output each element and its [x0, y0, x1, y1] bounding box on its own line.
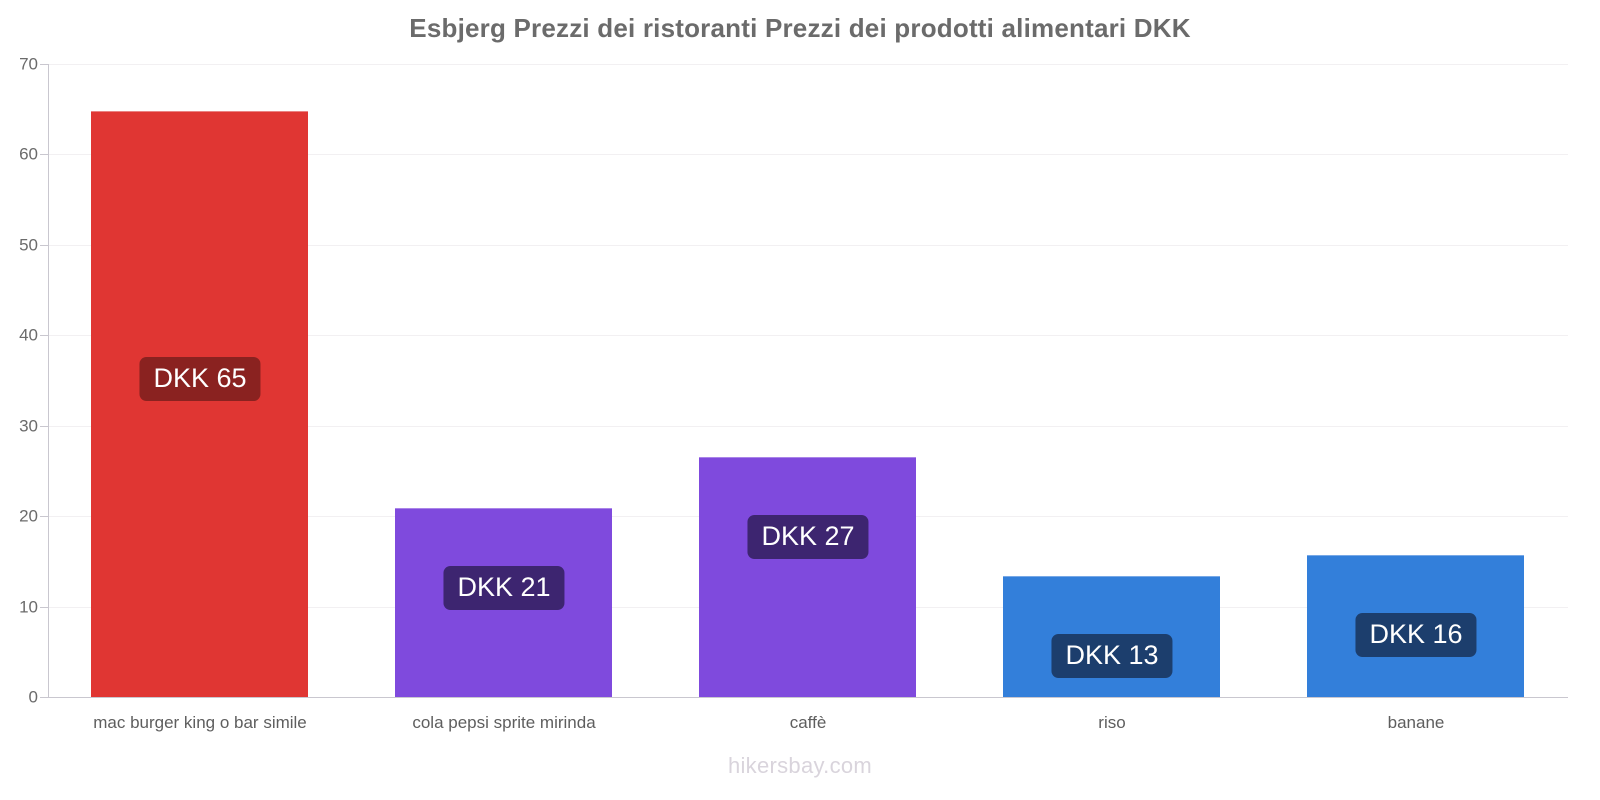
y-axis-tick-label: 70	[19, 54, 38, 74]
bar-top-edge	[1307, 555, 1524, 556]
y-axis-tick-mark	[40, 607, 48, 608]
bar-top-edge	[699, 457, 916, 458]
x-axis-category-label: cola pepsi sprite mirinda	[412, 713, 596, 732]
footer-credit: hikersbay.com	[727, 753, 873, 778]
bar-value-label: DKK 21	[443, 566, 565, 610]
gridline	[48, 64, 1568, 65]
y-axis-line	[48, 64, 49, 698]
x-axis-category-label: banane	[1387, 713, 1445, 732]
gridline	[48, 245, 1568, 246]
bar-value-label: DKK 65	[139, 357, 261, 401]
bar-top-edge	[395, 508, 612, 509]
bar-value-label: DKK 13	[1051, 634, 1173, 678]
x-axis-line	[48, 697, 1568, 698]
y-axis-tick-label: 10	[19, 597, 38, 617]
y-axis-tick-mark	[40, 154, 48, 155]
gridline	[48, 154, 1568, 155]
bar-top-edge	[91, 111, 308, 112]
y-axis-tick-label: 50	[19, 235, 38, 255]
bar-value-label: DKK 16	[1355, 613, 1477, 657]
x-axis-category-label: mac burger king o bar simile	[93, 713, 307, 732]
gridline	[48, 426, 1568, 427]
y-axis-tick-label: 0	[28, 687, 38, 707]
x-axis-category-label: riso	[1098, 713, 1126, 732]
y-axis-tick-mark	[40, 245, 48, 246]
y-axis-tick-mark	[40, 697, 48, 698]
chart-title: Esbjerg Prezzi dei ristoranti Prezzi dei…	[409, 13, 1191, 43]
gridline	[48, 335, 1568, 336]
y-axis-tick-label: 20	[19, 506, 38, 526]
bar[interactable]	[699, 457, 916, 697]
y-axis-tick-mark	[40, 516, 48, 517]
bar[interactable]	[91, 111, 308, 697]
bar-top-edge	[1003, 576, 1220, 577]
y-axis-tick-mark	[40, 64, 48, 65]
y-axis-tick-mark	[40, 426, 48, 427]
x-axis-category-label: caffè	[789, 713, 827, 732]
bar-value-label: DKK 27	[747, 515, 869, 559]
y-axis-tick-label: 40	[19, 325, 38, 345]
y-axis-tick-mark	[40, 335, 48, 336]
y-axis-tick-label: 60	[19, 144, 38, 164]
y-axis-tick-label: 30	[19, 416, 38, 436]
